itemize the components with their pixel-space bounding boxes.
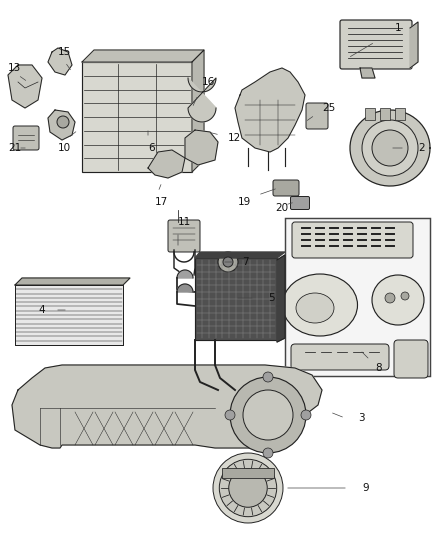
Polygon shape	[48, 110, 75, 140]
FancyBboxPatch shape	[394, 340, 428, 378]
Text: 9: 9	[362, 483, 369, 493]
Circle shape	[263, 372, 273, 382]
Text: 17: 17	[155, 197, 168, 207]
Text: 19: 19	[238, 197, 251, 207]
Circle shape	[372, 130, 408, 166]
Bar	[365, 108, 375, 120]
Bar	[15, 285, 123, 345]
Text: 13: 13	[8, 63, 21, 73]
Polygon shape	[177, 270, 193, 278]
Circle shape	[243, 390, 293, 440]
FancyBboxPatch shape	[306, 103, 328, 129]
Polygon shape	[360, 68, 375, 78]
FancyBboxPatch shape	[273, 180, 299, 196]
Polygon shape	[82, 50, 204, 62]
Text: 7: 7	[242, 257, 249, 267]
Circle shape	[385, 293, 395, 303]
Text: 25: 25	[322, 103, 335, 113]
Circle shape	[301, 410, 311, 420]
Circle shape	[57, 116, 69, 128]
Polygon shape	[148, 150, 185, 178]
FancyBboxPatch shape	[290, 197, 310, 209]
Text: 8: 8	[375, 363, 381, 373]
Text: 16: 16	[202, 77, 215, 87]
Polygon shape	[277, 255, 285, 342]
Bar	[82, 62, 192, 172]
FancyBboxPatch shape	[13, 126, 39, 150]
Bar	[222, 468, 274, 478]
Ellipse shape	[372, 275, 424, 325]
Text: 21: 21	[8, 143, 21, 153]
Text: 2: 2	[418, 143, 424, 153]
Circle shape	[230, 377, 306, 453]
Circle shape	[218, 252, 238, 272]
Circle shape	[401, 292, 409, 300]
Bar	[195, 258, 277, 340]
Polygon shape	[8, 65, 42, 108]
FancyBboxPatch shape	[340, 20, 412, 69]
Text: 20: 20	[275, 203, 288, 213]
Text: 5: 5	[268, 293, 275, 303]
Text: 3: 3	[358, 413, 364, 423]
Polygon shape	[195, 252, 285, 258]
Text: 12: 12	[228, 133, 241, 143]
Circle shape	[223, 257, 233, 267]
Polygon shape	[177, 284, 193, 292]
Polygon shape	[48, 48, 72, 75]
Bar	[395, 108, 405, 120]
Polygon shape	[410, 22, 418, 68]
FancyBboxPatch shape	[292, 222, 413, 258]
Circle shape	[263, 448, 273, 458]
Circle shape	[225, 410, 235, 420]
Polygon shape	[15, 278, 130, 285]
Circle shape	[213, 453, 283, 523]
FancyBboxPatch shape	[168, 220, 200, 252]
Circle shape	[362, 120, 418, 176]
Bar	[15, 285, 123, 345]
Polygon shape	[235, 68, 305, 152]
Bar	[285, 218, 430, 376]
Text: 4: 4	[38, 305, 45, 315]
Text: 15: 15	[58, 47, 71, 57]
Text: 10: 10	[58, 143, 71, 153]
Circle shape	[219, 459, 277, 516]
Bar	[380, 108, 390, 120]
Polygon shape	[185, 130, 218, 165]
Text: 6: 6	[148, 143, 155, 153]
Text: 11: 11	[178, 217, 191, 227]
Polygon shape	[192, 50, 204, 172]
Polygon shape	[350, 110, 430, 186]
Ellipse shape	[296, 293, 334, 323]
Text: 1: 1	[395, 23, 402, 33]
Polygon shape	[12, 365, 322, 448]
Polygon shape	[188, 78, 216, 122]
Circle shape	[229, 469, 267, 507]
Ellipse shape	[283, 274, 357, 336]
FancyBboxPatch shape	[291, 344, 389, 370]
